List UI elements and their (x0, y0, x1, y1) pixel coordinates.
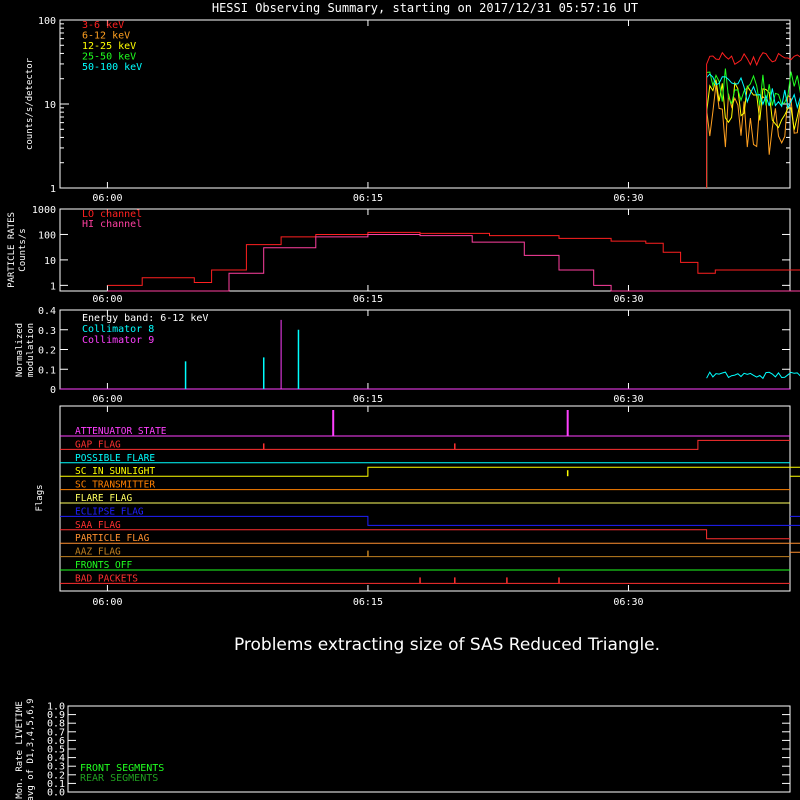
figure-title: HESSI Observing Summary, starting on 201… (212, 1, 638, 15)
flag-line-SC-IN-SUNLIGHT (60, 466, 800, 477)
livetime-ylabel: Mon. Rate LIVETIME (15, 701, 25, 799)
particle-rates-ytick-label: 10 (44, 256, 56, 267)
flags-xtick-label: 06:15 (353, 597, 383, 608)
count-rates-xtick-label: 06:15 (353, 193, 383, 204)
modulation-ytick-label: 0.1 (38, 365, 56, 376)
count-rates-ytick-label: 1 (50, 184, 56, 195)
count-rates-legend-entry: 12-25 keV (82, 41, 136, 52)
particle-rates-legend-entry: HI channel (82, 219, 142, 230)
modulation-ylabel: Normalized (15, 323, 25, 377)
flag-label-FRONTS-OFF: FRONTS OFF (75, 560, 132, 571)
livetime-ytick-label: 0.1 (47, 779, 65, 790)
livetime-ytick-label: 0.2 (47, 770, 65, 781)
particle-rate-series-HI-channel (107, 234, 800, 292)
particle-rates-ytick-label: 1 (50, 281, 56, 292)
flag-label-ATTENUATOR-STATE: ATTENUATOR STATE (75, 426, 167, 437)
modulation-xtick-label: 06:30 (613, 394, 643, 405)
modulation-xtick-label: 06:00 (92, 394, 122, 405)
flag-line-ECLIPSE-FLAG (60, 515, 800, 526)
particle-rates-legend-entry: LO channel (82, 209, 142, 220)
count-rates-legend-entry: 50-100 keV (82, 62, 142, 73)
flag-label-SC-TRANSMITTER: SC TRANSMITTER (75, 480, 155, 491)
flag-label-FLARE-FLAG: FLARE FLAG (75, 493, 132, 504)
livetime-ytick-label: 0.6 (47, 736, 65, 747)
livetime-ylabel: avg of D1,3,4,5,6,9 (26, 699, 36, 800)
flag-label-AAZ-FLAG: AAZ FLAG (75, 547, 121, 558)
flag-label-PARTICLE-FLAG: PARTICLE FLAG (75, 533, 150, 544)
flag-line-PARTICLE-FLAG (60, 542, 800, 553)
particle-rates-xtick-label: 06:15 (353, 294, 383, 305)
count-rates-ytick-label: 100 (38, 16, 56, 27)
livetime-ytick-label: 0.0 (47, 788, 65, 799)
particle-rates-ylabel: Counts/s (18, 228, 28, 271)
modulation-ytick-label: 0.3 (38, 326, 56, 337)
count-rates-legend-entry: 3-6 keV (82, 20, 124, 31)
flag-label-POSSIBLE-FLARE: POSSIBLE FLARE (75, 453, 155, 464)
modulation-legend-entry: Collimator 9 (82, 335, 154, 346)
particle-rates-ylabel: PARTICLE RATES (7, 212, 17, 288)
modulation-energy-label: Energy band: 6-12 keV (82, 313, 208, 324)
particle-rates-frame (59, 208, 791, 292)
modulation-legend-entry: Collimator 8 (82, 324, 154, 335)
particle-rates-ytick-label: 100 (38, 230, 56, 241)
modulation-ytick-label: 0 (50, 385, 56, 396)
livetime-legend-entry: REAR SEGMENTS (80, 773, 158, 784)
livetime-ytick-label: 0.7 (47, 727, 65, 738)
modulation-xtick-label: 06:15 (353, 394, 383, 405)
count-rates-ylabel: counts/s/detector (25, 57, 35, 150)
flag-label-SAA-FLAG: SAA FLAG (75, 520, 121, 531)
modulation-ylabel: modulation (26, 323, 36, 377)
flags-ylabel: Flags (35, 484, 45, 511)
count-rates-ytick-label: 10 (44, 100, 56, 111)
livetime-ytick-label: 0.8 (47, 719, 65, 730)
particle-rates-ytick-label: 1000 (32, 205, 56, 216)
flag-line-SAA-FLAG (60, 529, 790, 540)
livetime-ytick-label: 0.5 (47, 745, 65, 756)
livetime-ytick-label: 1.0 (47, 702, 65, 713)
problem-message: Problems extracting size of SAS Reduced … (234, 635, 660, 655)
flags-frame (59, 405, 791, 592)
particle-rates-xtick-label: 06:30 (613, 294, 643, 305)
count-rates-legend-entry: 6-12 keV (82, 31, 130, 42)
livetime-ytick-label: 0.3 (47, 762, 65, 773)
livetime-legend-entry: FRONT SEGMENTS (80, 763, 164, 774)
flags-xtick-label: 06:00 (92, 597, 122, 608)
flag-line-GAP_FLAG (60, 439, 790, 450)
flag-label-BAD-PACKETS: BAD PACKETS (75, 573, 138, 584)
particle-rate-series-LO-channel (107, 231, 800, 286)
flag-label-GAP_FLAG: GAP_FLAG (75, 439, 121, 450)
flag-label-ECLIPSE-FLAG: ECLIPSE FLAG (75, 506, 144, 517)
count-rates-xtick-label: 06:00 (92, 193, 122, 204)
particle-rates-xtick-label: 06:00 (92, 294, 122, 305)
modulation-ytick-label: 0.4 (38, 306, 56, 317)
flags-xtick-label: 06:30 (613, 597, 643, 608)
livetime-ytick-label: 0.9 (47, 710, 65, 721)
count-rates-legend-entry: 25-50 keV (82, 52, 136, 63)
count-rates-xtick-label: 06:30 (613, 193, 643, 204)
modulation-ytick-label: 0.2 (38, 346, 56, 357)
flag-label-SC-IN-SUNLIGHT: SC IN SUNLIGHT (75, 466, 155, 477)
livetime-ytick-label: 0.4 (47, 753, 65, 764)
